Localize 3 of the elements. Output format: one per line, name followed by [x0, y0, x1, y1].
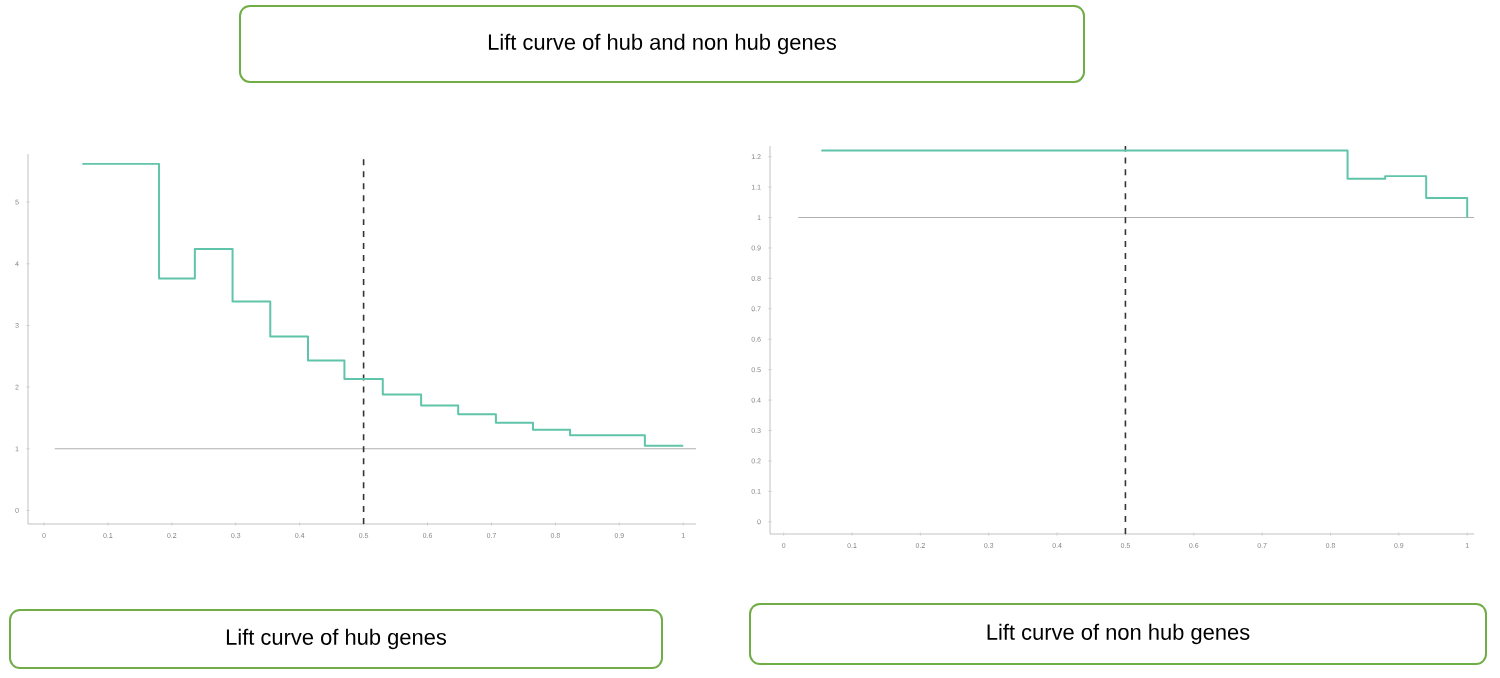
text: Lift curve of non hub genes — [987, 623, 1250, 645]
text: Lift curve of hub genes — [226, 628, 447, 650]
text: Lift curve of hub and non hub genes — [488, 33, 836, 55]
